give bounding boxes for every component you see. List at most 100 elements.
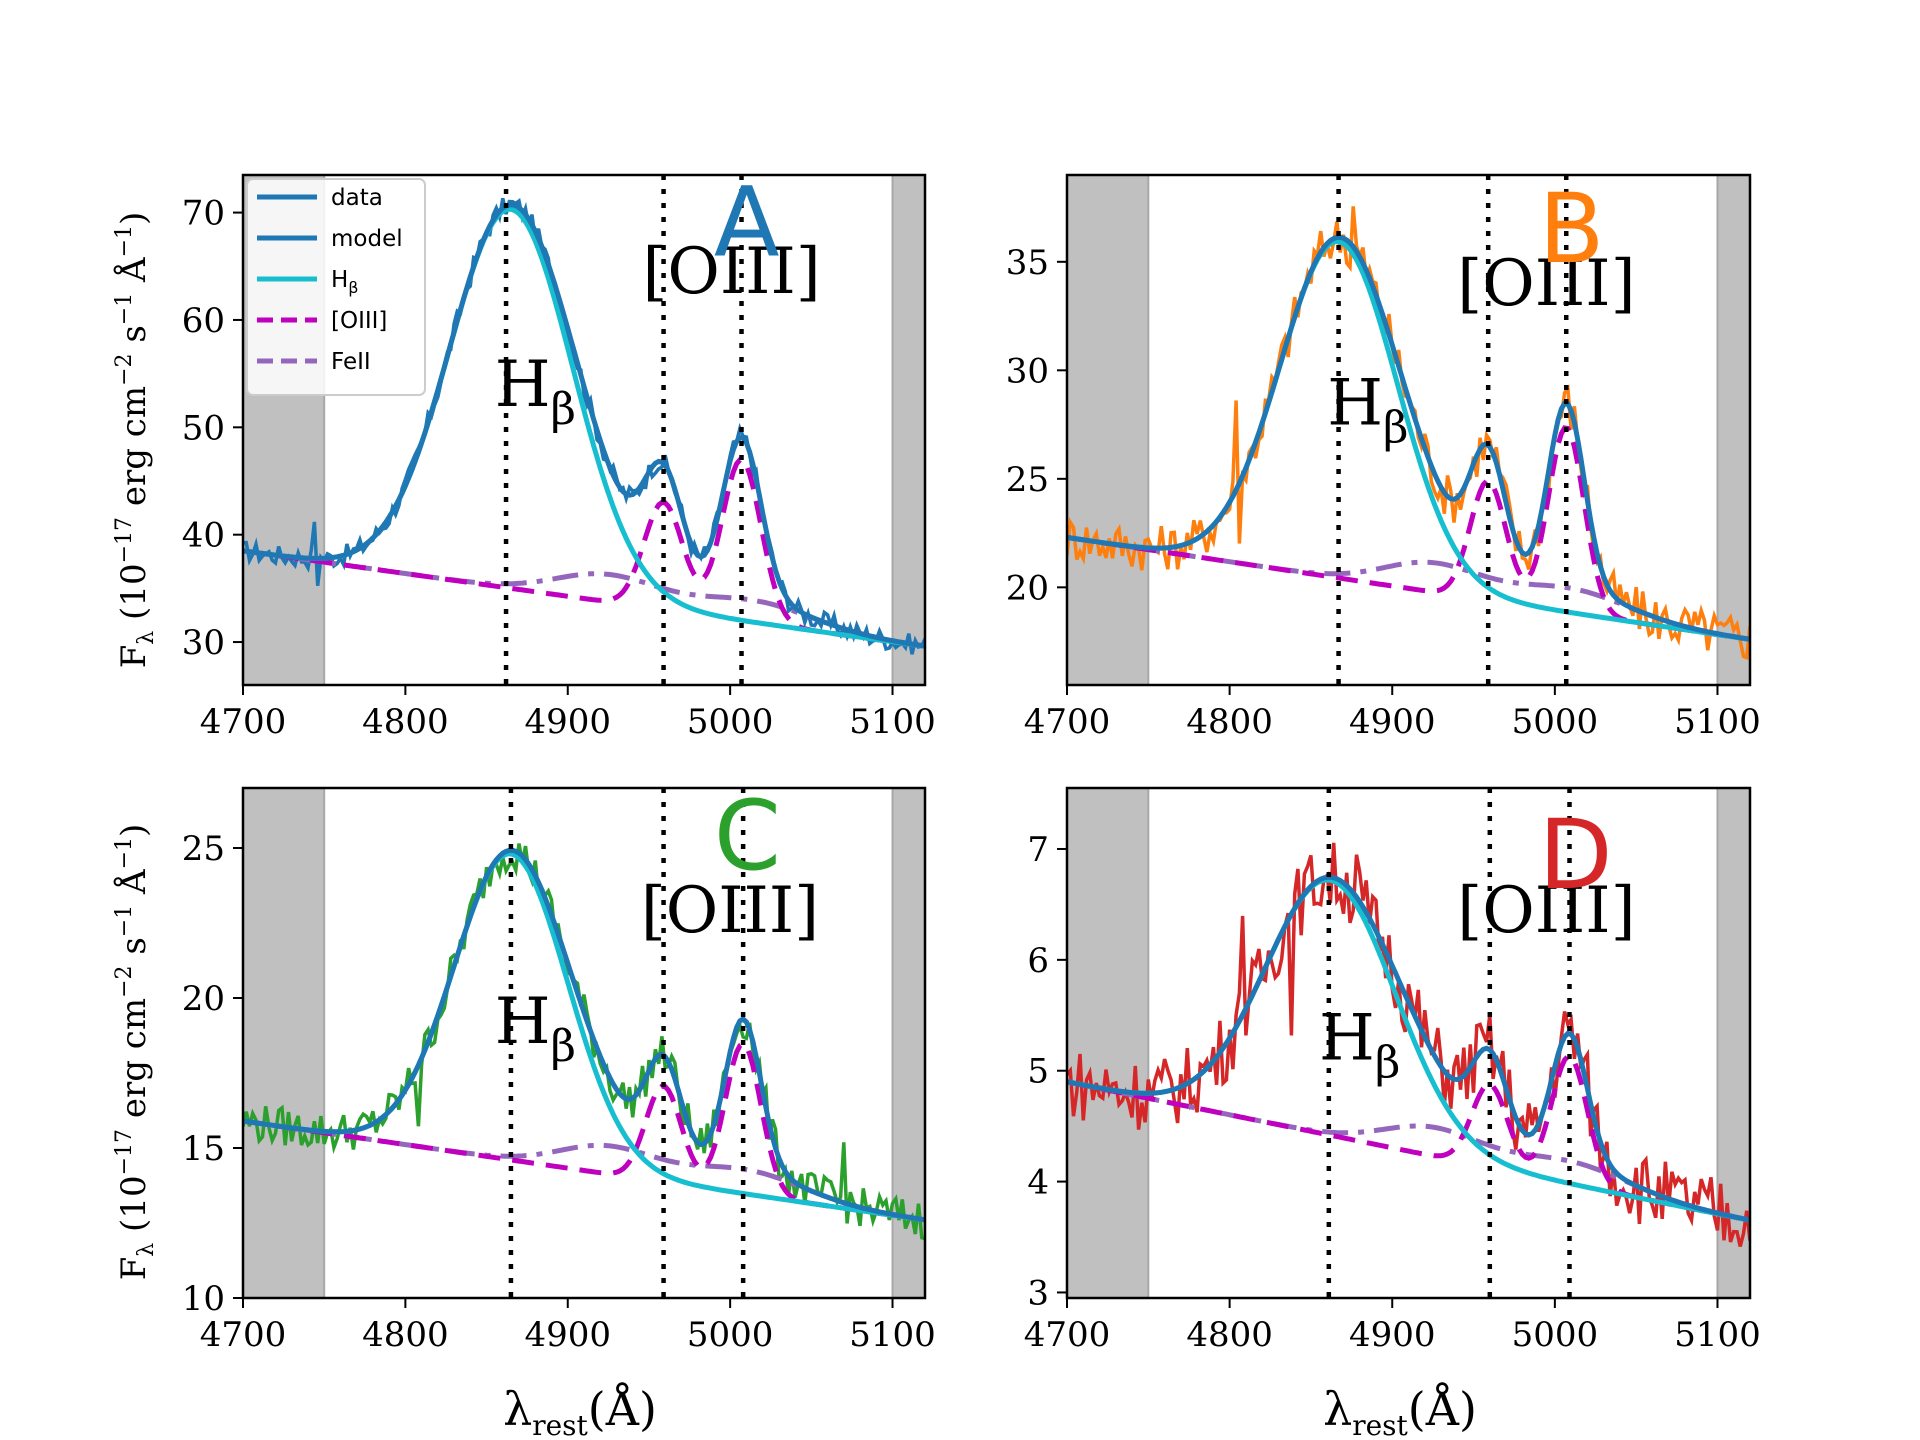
y-tick-label: 10 [182,1279,225,1319]
xlabel-sub: rest [532,1409,588,1440]
ylabel-main: F [114,1257,154,1281]
y-tick-label: 35 [1006,243,1049,283]
panel-letter: A [714,167,780,279]
x-tick-label: 4700 [1024,1315,1111,1355]
panel-B: Hβ [OIII]B 4700 4800 4900 5000 5100 20 25 30 35 [1006,173,1761,742]
axes-frame [1065,786,1752,1300]
xlabel-right: λrest(Å) [1323,1381,1477,1440]
x-tick-label: 4900 [524,1315,611,1355]
ylabel-sub: λ [134,631,159,645]
model-line [1067,874,1750,1223]
ylabel-exp4: −1 [112,225,137,257]
ylabel-top: Fλ (10−17 erg cm−2 s−1 Å−1) [112,212,159,669]
ylabel-rest: erg cm [114,386,154,506]
y-tick-label: 30 [182,623,225,663]
hbeta-main: H [1319,1002,1375,1076]
y-tick-label: 20 [1006,568,1049,608]
y-tick-label: 6 [1027,941,1049,981]
plot-area [243,788,925,1298]
legend-label-3: [OIII] [331,308,387,334]
hbeta-sub: β [551,1021,576,1072]
model-line [243,202,925,649]
x-tick-label: 4800 [362,1315,449,1355]
shaded-region-0 [1067,175,1149,685]
x-tick-label: 5100 [849,702,936,742]
ylabel-bottom: Fλ (10−17 erg cm−2 s−1 Å−1) [112,824,159,1281]
y-tick-label: 30 [1006,351,1049,391]
shaded-region-1 [892,175,925,685]
panel-C: Hβ [OIII]C 4700 4800 4900 5000 5100 10 15 20 25 [182,780,936,1355]
ylabel-exp4: −1 [112,837,137,869]
oiii-annotation: [OIII] [641,874,819,948]
ylabel-close: ) [114,212,154,225]
x-tick-label: 5000 [687,702,774,742]
hbeta-sub: β [1383,403,1408,454]
panel-letter: B [1539,173,1605,285]
x-tick-label: 4700 [200,1315,287,1355]
plot-area [1067,788,1750,1298]
x-tick-label: 5000 [687,1315,774,1355]
hbeta-main: H [495,348,551,422]
ylabel-exp3: −1 [112,905,137,937]
svg-text:Fλ (10−17 erg cm−2 s−1 Å−1): Fλ (10−17 erg cm−2 s−1 Å−1) [112,824,159,1281]
x-tick-label: 5100 [1674,1315,1761,1355]
x-tick-label: 4800 [362,702,449,742]
panel-letter: D [1539,799,1613,911]
ylabel-close: ) [114,824,154,837]
ylabel-exp: −17 [112,517,137,563]
oiii-annotation: [OIII] [1457,874,1635,948]
x-tick-label: 5100 [1674,702,1761,742]
y-tick-label: 15 [182,1129,225,1169]
y-tick-label: 20 [182,979,225,1019]
xlabel-sub: rest [1352,1409,1408,1440]
ylabel-ang: Å [113,869,154,895]
hbeta-main: H [495,985,551,1059]
ylabel-s: s [114,937,154,954]
ylabel-rest: erg cm [114,998,154,1118]
axes-frame [241,173,927,687]
data-line [1067,842,1750,1247]
x-tick-label: 4900 [1349,702,1436,742]
y-tick-label: 70 [182,194,225,234]
x-tick-label: 5000 [1512,1315,1599,1355]
ylabel-exp2: −2 [112,353,137,385]
oiii-line [1067,425,1750,642]
y-tick-label: 60 [182,301,225,341]
hbeta-sub: β [551,384,576,435]
y-tick-label: 50 [182,408,225,448]
x-tick-label: 4800 [1186,702,1273,742]
hbeta-annotation: Hβ [1319,1002,1400,1089]
panel-D: Hβ [OIII]D 4700 4800 4900 5000 5100 3 4 5 6 7 [1024,786,1761,1355]
x-tick-label: 4900 [1349,1315,1436,1355]
y-tick-label: 3 [1027,1273,1049,1313]
x-tick-label: 4700 [200,702,287,742]
xlabel-main: λ [503,1382,532,1436]
legend-label-4: FeII [331,349,371,375]
ylabel-main: F [114,645,154,669]
xlabel-units: (Å) [1408,1381,1477,1436]
x-tick-label: 5100 [849,1315,936,1355]
y-tick-label: 25 [1006,460,1049,500]
data-line [243,843,925,1241]
hbeta-main: H [1327,367,1383,441]
ylabel-s: s [114,325,154,342]
oiii-annotation: [OIII] [1457,247,1635,321]
x-tick-label: 4900 [524,702,611,742]
hbeta-sub: β [1375,1038,1400,1089]
ylabel-exp3: −1 [112,293,137,325]
shaded-region-1 [1717,175,1750,685]
legend-box [246,178,426,396]
ylabel-ang: Å [113,257,154,283]
ylabel-units: (10 [114,563,154,620]
oiii-annotation: [OIII] [642,235,820,309]
x-tick-label: 4700 [1024,702,1111,742]
xlabel-left: λrest(Å) [503,1381,657,1440]
x-tick-label: 5000 [1512,702,1599,742]
legend-label-0: data [331,185,383,211]
xlabel-main: λ [1323,1382,1352,1436]
y-tick-label: 25 [182,829,225,869]
model-line [1067,234,1750,642]
